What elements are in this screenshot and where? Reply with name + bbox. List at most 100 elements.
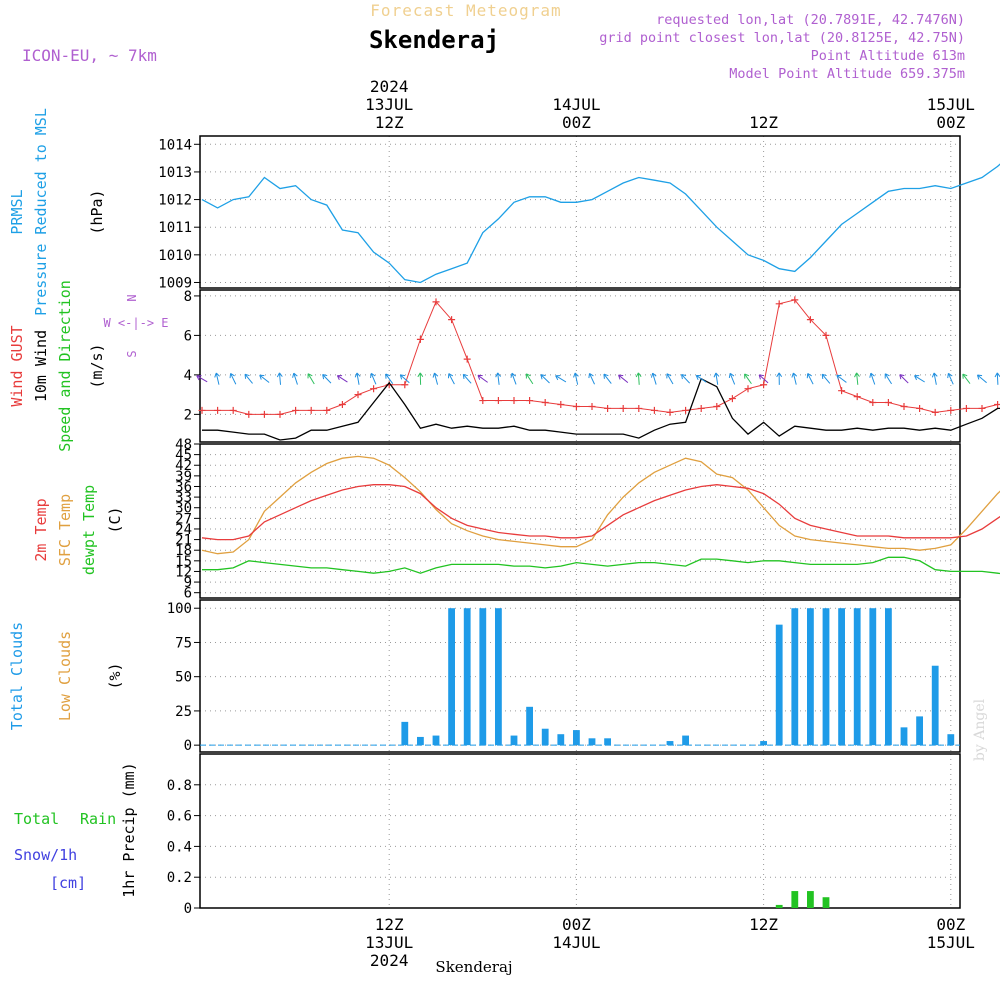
wind-direction-arrow-shape	[447, 373, 455, 385]
temp-ytick-label: 18	[175, 543, 192, 559]
compass-we: W <-|-> E	[103, 316, 168, 330]
pressure-frame	[199, 135, 961, 289]
dewpt-line	[202, 556, 1000, 575]
wind-direction-arrow-shape	[385, 373, 394, 384]
temp-frame	[199, 443, 961, 599]
wind-direction-arrow-shape	[259, 374, 270, 383]
precip-ytick-label: 0.8	[167, 778, 192, 794]
wind-gust-marker	[853, 393, 861, 401]
wind-speed-line	[202, 377, 1000, 441]
wind-direction-arrow	[744, 373, 752, 385]
bottom-time-label: 12Z	[749, 915, 778, 934]
wind-direction-arrow-shape	[713, 372, 720, 385]
wind-direction-arrow	[292, 372, 298, 385]
cloud-bar	[401, 721, 409, 746]
cloud-bar	[557, 734, 565, 746]
wind-direction-arrow	[588, 372, 595, 385]
wind-gust-marker	[276, 410, 284, 418]
clouds-ytick-label: 25	[175, 704, 192, 720]
wind-gust-marker	[307, 406, 315, 414]
wind-direction-arrow	[259, 374, 270, 383]
wind-gust-marker	[744, 385, 752, 393]
wind-ytick-label: 2	[184, 407, 192, 423]
temp-ytick-label: 45	[175, 448, 192, 464]
clouds-ytick-label: 50	[175, 670, 192, 686]
temp-ytick-label: 12	[175, 564, 192, 580]
wind-direction-arrow-shape	[417, 372, 424, 385]
wind-gust-marker	[572, 402, 580, 410]
wind-direction-arrow	[540, 374, 550, 384]
cloud-bar	[682, 735, 689, 746]
wind-gust-marker	[884, 399, 892, 407]
wind-direction-arrow-shape	[821, 373, 831, 384]
wind-gust-marker	[323, 406, 331, 414]
wind-gust-marker	[494, 397, 502, 405]
rain-bar	[791, 891, 799, 908]
wind-direction-arrow	[666, 373, 674, 385]
cloud-bar	[573, 730, 580, 746]
temp-ytick-label: 42	[175, 458, 192, 474]
wind-gust-marker	[401, 381, 409, 389]
wind-direction-arrow-shape	[336, 375, 348, 383]
wind-direction-arrow-shape	[603, 373, 612, 384]
cloud-bar	[666, 741, 674, 746]
bottom-time-label: 13JUL	[365, 933, 413, 952]
bottom-time-label: 12Z	[375, 915, 404, 934]
cloud-bar	[417, 736, 424, 746]
cloud-bar	[604, 738, 611, 746]
cloud-bar	[432, 735, 440, 746]
wind-direction-arrow	[214, 372, 220, 385]
wind-direction-arrow	[354, 372, 361, 385]
wind-direction-arrow-shape	[758, 374, 769, 384]
wind-direction-arrow	[555, 375, 567, 383]
pressure-label-prmsl: PRMSL	[8, 189, 26, 234]
clouds-ytick-label: 0	[184, 738, 192, 754]
pressure-label-long: Pressure Reduced to MSL	[32, 108, 50, 316]
top-time-axis: 202413JUL12Z14JUL00Z12Z15JUL00Z12Z16JUL0…	[365, 77, 975, 132]
wind-direction-arrow-shape	[196, 375, 208, 383]
wind-direction-arrow-shape	[836, 374, 847, 383]
top-time-label: 14JUL	[552, 95, 600, 114]
wind-gust-marker	[791, 296, 799, 304]
wind-direction-arrow	[962, 373, 971, 384]
pressure-ytick-label: 1010	[158, 248, 192, 264]
wind-direction-arrow	[417, 372, 424, 385]
wind-direction-arrow	[994, 372, 1000, 385]
compass-s: S	[125, 350, 139, 357]
wind-direction-arrow	[836, 374, 847, 383]
wind-direction-arrow	[695, 374, 707, 383]
top-time-label: 12Z	[375, 113, 404, 132]
precip-label-unit: 1hr Precip (mm)	[120, 762, 138, 897]
cloud-bar	[916, 716, 923, 746]
wind-gust-marker	[713, 402, 721, 410]
wind-label-gust: Wind GUST	[8, 325, 26, 406]
pressure-line	[201, 163, 1000, 284]
precip-label-total: Total	[14, 810, 59, 828]
pressure-panel: 1009 1010 1011 1012 1013 1014 PRMSL Pressure Re…	[8, 108, 1000, 316]
cloud-bar	[526, 706, 533, 746]
wind-direction-arrow	[776, 372, 783, 385]
bottom-time-axis: 12Z13JUL202400Z14JUL12Z00Z15JUL12Z00Z16J…	[365, 915, 975, 970]
wind-direction-arrow	[307, 373, 315, 385]
wind-direction-arrow	[618, 374, 629, 383]
temp-ytick-label: 6	[184, 586, 192, 602]
wind-direction-arrow	[336, 375, 348, 383]
temp-ytick-label: 48	[175, 437, 192, 453]
precip-label-rain: Rain	[80, 810, 116, 828]
wind-direction-arrow	[244, 373, 253, 384]
cloud-bar	[885, 608, 892, 746]
wind-direction-arrow-shape	[869, 372, 876, 385]
wind-gust-marker	[588, 402, 596, 410]
wind-direction-arrow	[713, 372, 720, 385]
cloud-bar	[510, 735, 518, 746]
wind-gust-marker	[448, 316, 456, 324]
t2m-line	[201, 484, 1000, 541]
precip-ytick-label: 0.4	[167, 839, 192, 855]
wind-direction-arrow	[447, 373, 455, 385]
wind-direction-arrow	[806, 373, 814, 385]
wind-gust-marker	[463, 355, 471, 363]
wind-direction-arrow-shape	[276, 372, 283, 385]
